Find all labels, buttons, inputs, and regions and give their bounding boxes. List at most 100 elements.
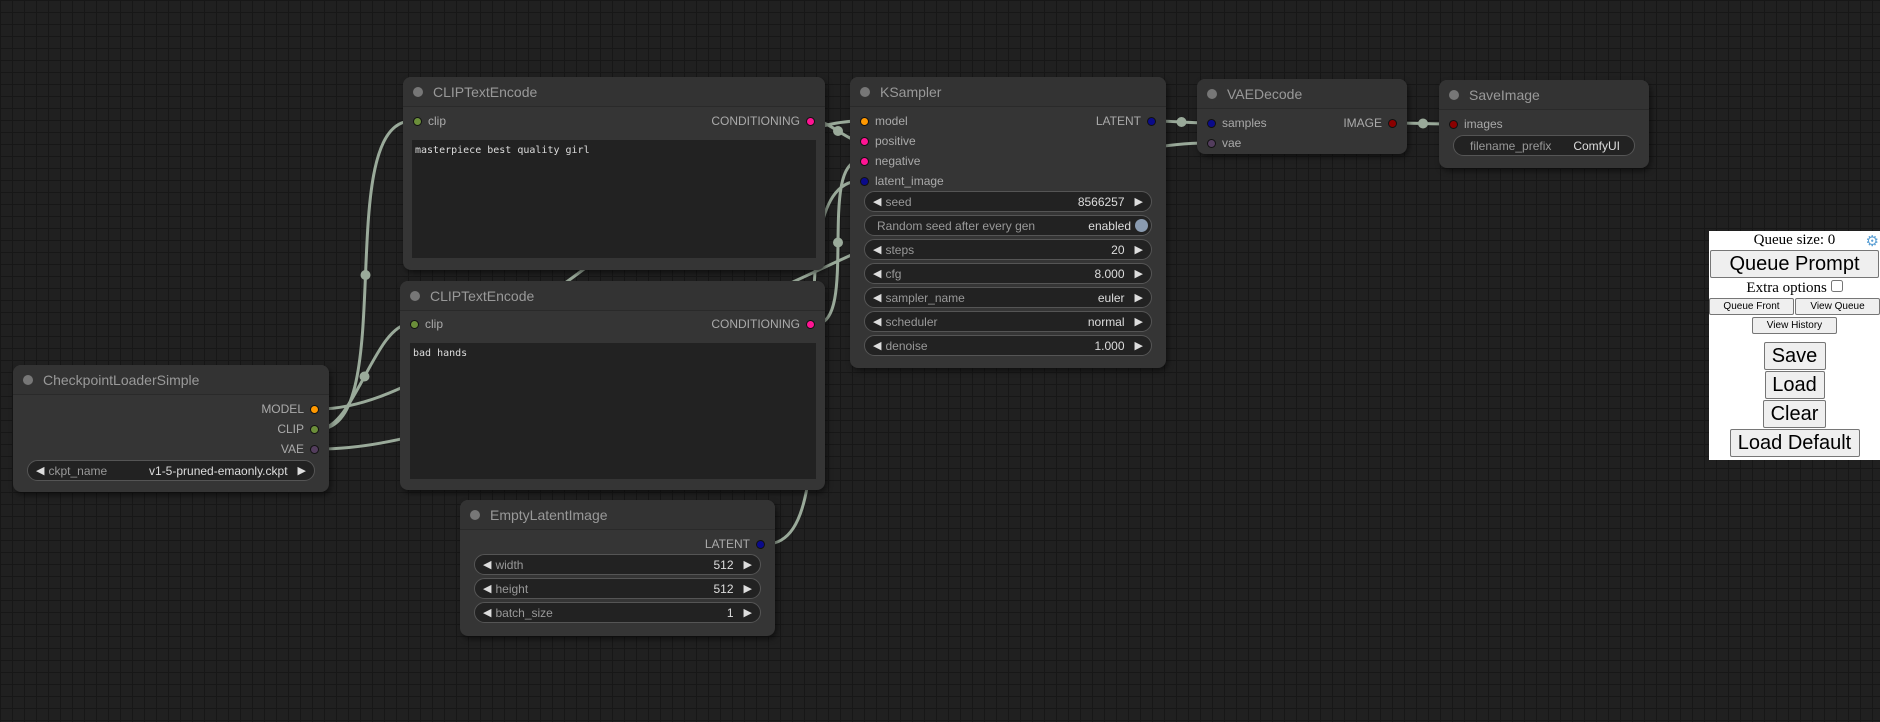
node-title[interactable]: EmptyLatentImage [460,500,775,530]
arrow-left-icon[interactable]: ◀ [873,196,882,208]
input-images[interactable]: images [1443,116,1503,132]
slot-dot-icon[interactable] [1449,119,1458,129]
arrow-right-icon[interactable]: ▶ [1134,292,1143,304]
link-midpoint-icon[interactable] [833,126,843,136]
slot-dot-icon[interactable] [860,116,869,126]
node-title[interactable]: VAEDecode [1197,79,1407,109]
arrow-right-icon[interactable]: ▶ [743,583,752,595]
slot-dot-icon[interactable] [756,539,765,549]
collapse-dot-icon[interactable] [470,509,480,520]
input-negative[interactable]: negative [854,153,920,169]
checkpoint-loader-node[interactable]: CheckpointLoaderSimple MODEL CLIP VAE ◀ c… [13,365,329,492]
arrow-right-icon[interactable]: ▶ [1134,316,1143,328]
arrow-left-icon[interactable]: ◀ [873,268,882,280]
slot-dot-icon[interactable] [1207,118,1216,128]
node-title[interactable]: CLIPTextEncode [400,281,825,311]
arrow-left-icon[interactable]: ◀ [36,465,45,477]
arrow-right-icon[interactable]: ▶ [1134,244,1143,256]
node-title[interactable]: CheckpointLoaderSimple [13,365,329,395]
save-button[interactable]: Save [1763,342,1826,370]
arrow-right-icon[interactable]: ▶ [743,607,752,619]
input-clip[interactable]: clip [407,113,446,129]
slot-dot-icon[interactable] [860,156,869,166]
view-queue-button[interactable]: View Queue [1795,298,1880,315]
arrow-left-icon[interactable]: ◀ [483,583,492,595]
widget-scheduler[interactable]: ◀ scheduler normal ▶ [864,311,1152,332]
output-conditioning[interactable]: CONDITIONING [711,316,821,332]
filename-prefix-field[interactable]: filename_prefix ComfyUI [1453,135,1635,156]
arrow-right-icon[interactable]: ▶ [1134,268,1143,280]
widget-steps[interactable]: ◀ steps 20 ▶ [864,239,1152,260]
prompt-textarea[interactable]: masterpiece best quality girl [412,140,816,258]
prompt-textarea[interactable]: bad hands [410,343,816,479]
queue-prompt-button[interactable]: Queue Prompt [1710,250,1879,278]
link-midpoint-icon[interactable] [1418,118,1428,129]
node-title[interactable]: CLIPTextEncode [403,77,825,107]
arrow-right-icon[interactable]: ▶ [297,465,306,477]
input-positive[interactable]: positive [854,133,916,149]
arrow-right-icon[interactable]: ▶ [743,559,752,571]
load-default-button[interactable]: Load Default [1729,429,1860,457]
output-vae[interactable]: VAE [281,441,325,457]
input-samples[interactable]: samples [1201,115,1267,131]
input-latent-image[interactable]: latent_image [854,173,944,189]
slot-dot-icon[interactable] [806,319,815,329]
arrow-left-icon[interactable]: ◀ [873,316,882,328]
arrow-left-icon[interactable]: ◀ [873,340,882,352]
collapse-dot-icon[interactable] [23,374,33,385]
arrow-left-icon[interactable]: ◀ [483,559,492,571]
slot-dot-icon[interactable] [806,116,815,126]
vae-decode-node[interactable]: VAEDecode samples vae IMAGE [1197,79,1407,154]
link-midpoint-icon[interactable] [359,371,370,382]
slot-dot-icon[interactable] [310,444,319,454]
node-title[interactable]: SaveImage [1439,80,1649,110]
output-latent[interactable]: LATENT [1096,113,1162,129]
collapse-dot-icon[interactable] [1449,89,1459,100]
slot-dot-icon[interactable] [310,424,319,434]
slot-dot-icon[interactable] [410,319,419,329]
output-latent[interactable]: LATENT [705,536,771,552]
arrow-right-icon[interactable]: ▶ [1134,340,1143,352]
slot-dot-icon[interactable] [413,116,422,126]
collapse-dot-icon[interactable] [410,290,420,301]
slot-dot-icon[interactable] [860,176,869,186]
view-history-button[interactable]: View History [1752,317,1837,334]
arrow-right-icon[interactable]: ▶ [1134,196,1143,208]
collapse-dot-icon[interactable] [413,86,423,97]
input-vae[interactable]: vae [1201,135,1241,151]
widget-sampler-name[interactable]: ◀ sampler_name euler ▶ [864,287,1152,308]
output-clip[interactable]: CLIP [277,421,325,437]
widget-cfg[interactable]: ◀ cfg 8.000 ▶ [864,263,1152,284]
save-image-node[interactable]: SaveImage images filename_prefix ComfyUI [1439,80,1649,168]
queue-front-button[interactable]: Queue Front [1709,298,1794,315]
extra-options-checkbox[interactable] [1830,280,1843,292]
link-midpoint-icon[interactable] [1176,117,1187,127]
output-image[interactable]: IMAGE [1343,115,1403,131]
clip-text-encode-negative-node[interactable]: CLIPTextEncode clip CONDITIONING bad han… [400,281,825,490]
widget-batch-size[interactable]: ◀ batch_size 1 ▶ [474,602,761,623]
slot-dot-icon[interactable] [1207,138,1216,148]
gear-icon[interactable]: ⚙ [1865,234,1879,250]
widget-width[interactable]: ◀ width 512 ▶ [474,554,761,575]
arrow-left-icon[interactable]: ◀ [873,292,882,304]
ksampler-node[interactable]: KSampler model positive negative latent_… [850,77,1166,368]
widget-random-seed-after-every-gen[interactable]: Random seed after every gen enabled [864,215,1152,236]
load-button[interactable]: Load [1764,371,1825,399]
link-midpoint-icon[interactable] [360,270,371,280]
collapse-dot-icon[interactable] [1207,88,1217,99]
ckpt-name-combo[interactable]: ◀ ckpt_name v1-5-pruned-emaonly.ckpt ▶ [27,460,315,481]
empty-latent-image-node[interactable]: EmptyLatentImage LATENT ◀ width 512 ▶ ◀ heigh… [460,500,775,636]
arrow-left-icon[interactable]: ◀ [873,244,882,256]
widget-seed[interactable]: ◀ seed 8566257 ▶ [864,191,1152,212]
clear-button[interactable]: Clear [1763,400,1826,428]
slot-dot-icon[interactable] [1388,118,1397,128]
input-clip[interactable]: clip [404,316,443,332]
widget-denoise[interactable]: ◀ denoise 1.000 ▶ [864,335,1152,356]
collapse-dot-icon[interactable] [860,86,870,97]
node-title[interactable]: KSampler [850,77,1166,107]
slot-dot-icon[interactable] [310,404,319,414]
output-conditioning[interactable]: CONDITIONING [711,113,821,129]
arrow-left-icon[interactable]: ◀ [483,607,492,619]
widget-height[interactable]: ◀ height 512 ▶ [474,578,761,599]
slot-dot-icon[interactable] [1147,116,1156,126]
